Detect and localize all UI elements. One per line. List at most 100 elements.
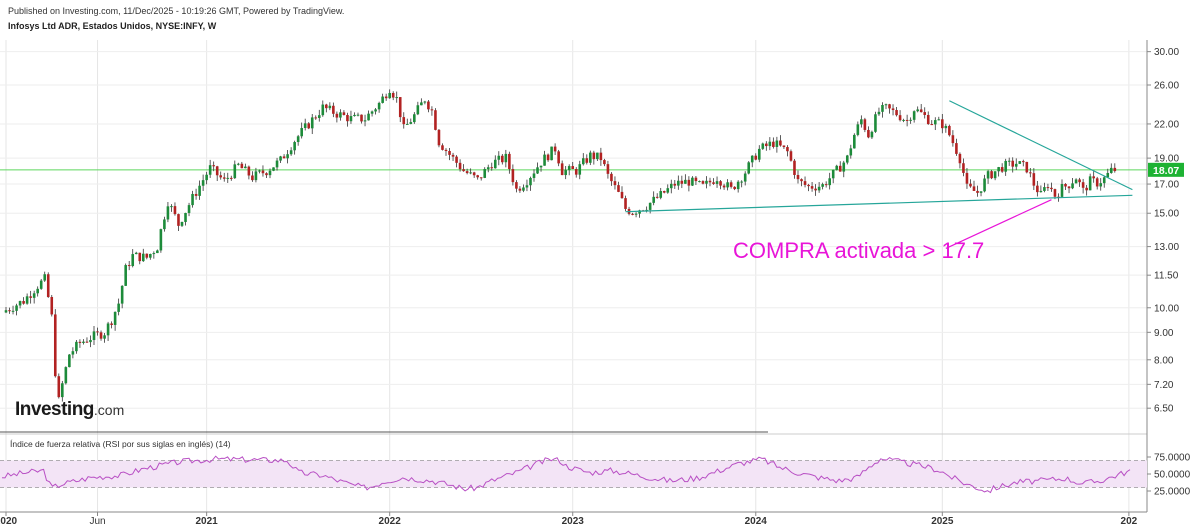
candle-up	[61, 383, 64, 398]
candle-down	[458, 162, 462, 170]
candle-down	[1032, 173, 1036, 186]
candle-up	[149, 254, 152, 258]
price-tick-label: 19.00	[1154, 154, 1179, 165]
time-axis: 2020 Jun 2021 2022 2023 2024 2025 202	[0, 512, 1138, 527]
price-tick-label: 26.00	[1154, 81, 1179, 92]
candle-up	[275, 160, 279, 168]
candle-down	[793, 160, 796, 175]
candle-down	[430, 109, 434, 111]
candle-up	[405, 123, 409, 125]
candle-up	[740, 181, 743, 183]
candle-down	[265, 173, 268, 176]
candle-up	[82, 341, 85, 343]
candle-down	[472, 172, 476, 176]
candle-up	[413, 114, 416, 123]
horizontal-grid	[0, 51, 1147, 409]
candles	[4, 89, 1117, 402]
candle-up	[835, 165, 839, 170]
candle-down	[754, 155, 758, 160]
candle-up	[916, 109, 919, 112]
candle-up	[645, 209, 648, 211]
candle-down	[958, 153, 962, 164]
candle-down	[1025, 161, 1029, 173]
candle-down	[610, 173, 613, 182]
candle-up	[4, 310, 8, 313]
candle-up	[1043, 187, 1046, 191]
candle-down	[1029, 172, 1032, 174]
candle-up	[103, 335, 106, 339]
candle-up	[317, 115, 321, 118]
buy-annotation: COMPRA activada > 17.7	[733, 238, 985, 263]
candle-up	[677, 180, 680, 186]
candle-up	[328, 105, 332, 109]
candle-down	[240, 163, 244, 169]
candle-down	[444, 149, 448, 152]
candle-down	[729, 182, 733, 187]
candle-down	[867, 129, 870, 138]
time-tick-label: 2021	[196, 516, 219, 527]
candle-down	[546, 154, 550, 161]
candle-up	[191, 193, 194, 206]
price-axis: 30.00 26.00 22.00 19.00 17.00 15.00 13.00 11.50…	[1147, 47, 1179, 415]
candle-up	[1014, 163, 1018, 167]
candle-up	[853, 134, 856, 149]
candle-down	[222, 177, 226, 179]
candle-up	[395, 97, 399, 99]
candle-down	[680, 180, 684, 184]
logo-name: Investing	[15, 399, 94, 420]
candle-up	[634, 213, 638, 215]
candle-up	[997, 167, 1000, 172]
candle-down	[391, 92, 395, 98]
candle-down	[518, 188, 522, 191]
candle-up	[909, 119, 912, 121]
candle-down	[96, 331, 99, 333]
candle-up	[208, 165, 212, 175]
candle-up	[286, 154, 289, 159]
candle-down	[722, 185, 726, 188]
candle-down	[863, 119, 867, 130]
candle-down	[620, 191, 624, 199]
candle-down	[342, 112, 346, 115]
candle-up	[152, 253, 156, 255]
candle-down	[694, 177, 698, 182]
candle-down	[335, 113, 339, 118]
candle-up	[845, 155, 849, 163]
candle-up	[416, 105, 420, 115]
last-price-label: 18.07	[1153, 165, 1179, 177]
candle-down	[332, 105, 335, 114]
price-tick-label: 10.00	[1154, 303, 1179, 314]
candle-up	[874, 114, 877, 132]
candle-down	[437, 129, 441, 146]
candle-up	[159, 229, 163, 251]
candle-up	[75, 341, 78, 352]
candle-up	[1088, 176, 1092, 191]
candle-up	[134, 252, 138, 255]
trendline-annotation-pointer	[945, 199, 1052, 249]
candle-up	[986, 171, 990, 179]
candle-down	[508, 153, 511, 170]
candle-up	[268, 170, 272, 176]
candle-up	[761, 143, 765, 149]
candle-up	[420, 102, 423, 106]
rsi-tick-label: 50.0000	[1154, 470, 1191, 481]
candle-down	[800, 179, 803, 182]
candle-up	[36, 288, 39, 294]
candle-up	[567, 166, 571, 171]
investing-logo: Investing.com	[15, 399, 124, 421]
candle-down	[895, 110, 898, 116]
symbol-title: Infosys Ltd ADR, Estados Unidos, NYSE:IN…	[8, 21, 217, 31]
candle-down	[673, 183, 677, 186]
candle-down	[1046, 187, 1050, 189]
candle-up	[11, 310, 15, 312]
candle-down	[1053, 189, 1057, 197]
candle-up	[353, 114, 356, 117]
candle-down	[603, 160, 606, 165]
candle-up	[469, 172, 472, 174]
candle-down	[251, 175, 254, 181]
candle-down	[99, 332, 103, 339]
candle-up	[64, 367, 68, 384]
candle-down	[360, 114, 363, 122]
candle-up	[750, 155, 754, 163]
candle-up	[279, 156, 282, 161]
rsi-axis: 75.0000 50.0000 25.0000	[1147, 453, 1191, 498]
